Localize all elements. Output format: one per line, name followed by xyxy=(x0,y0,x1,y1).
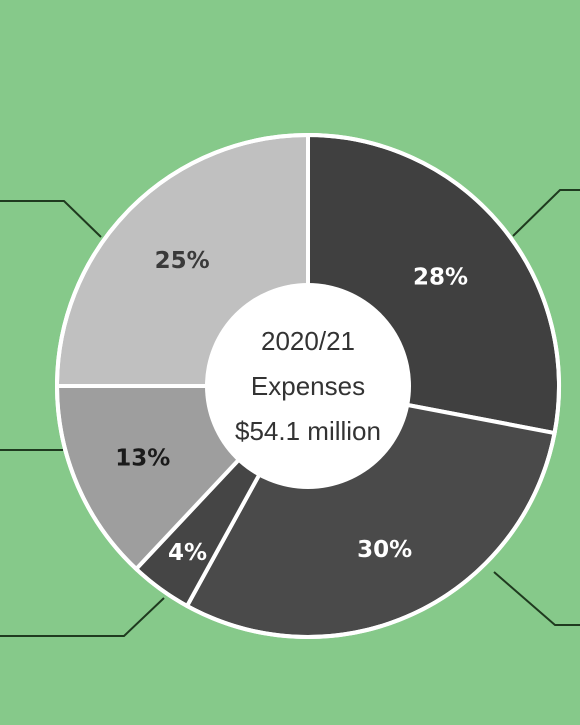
slice-label-30pct: 30% xyxy=(357,537,412,563)
outer-ring xyxy=(55,133,561,639)
center-label-line-3: $54.1 million xyxy=(235,416,381,446)
leader-line xyxy=(512,189,580,237)
leader-lines xyxy=(0,189,580,637)
leader-line xyxy=(493,571,580,626)
slice-label-4pct: 4% xyxy=(168,540,207,566)
donut-hole xyxy=(205,283,411,489)
slice-label-13pct: 13% xyxy=(115,446,170,472)
slice-label-28pct: 28% xyxy=(413,264,468,290)
center-label-line-1: 2020/21 xyxy=(261,326,355,356)
center-label-line-2: Expenses xyxy=(251,371,365,401)
slice-labels: 28% 30% 4% 13% 25% xyxy=(115,248,468,566)
leader-line xyxy=(0,200,102,238)
slice-label-25pct: 25% xyxy=(155,248,210,274)
leader-line xyxy=(0,597,165,637)
